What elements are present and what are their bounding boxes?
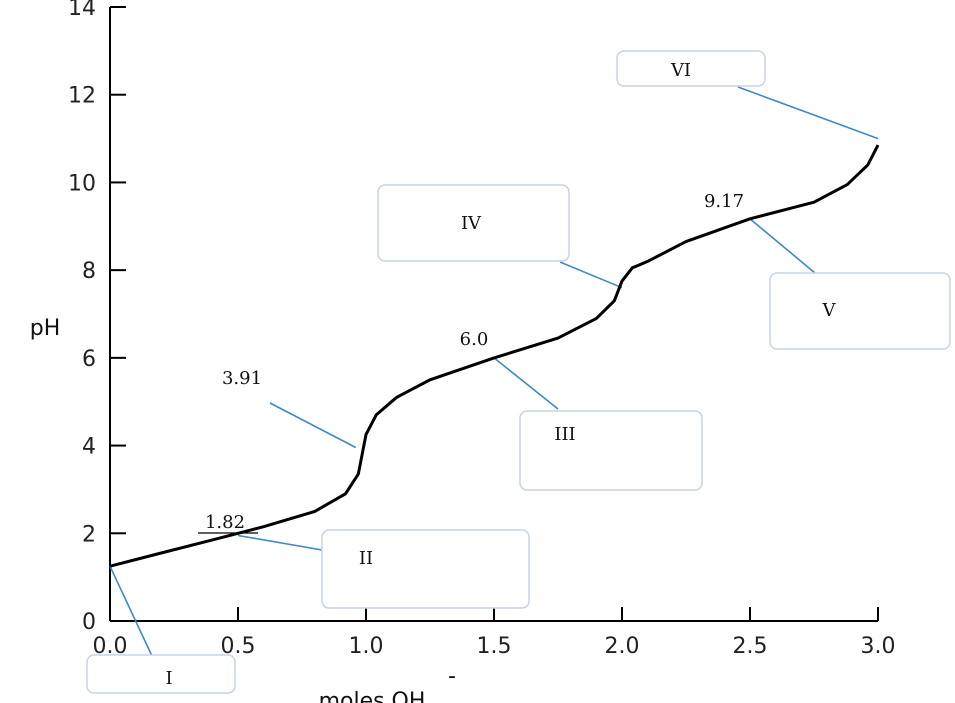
label-box[interactable] [616,50,766,87]
value-annotation: 9.17 [704,191,744,212]
label-box[interactable] [321,529,530,609]
curve-layer [109,144,880,568]
label-box-text: II [359,548,373,569]
label-box[interactable] [519,410,703,491]
x-axis-label-main: moles OH [319,689,426,703]
y-tick-label: 12 [68,84,96,109]
leader-line [559,261,623,289]
label-box[interactable] [86,654,236,694]
label-box[interactable] [769,272,951,350]
annotation-layer: 1.82 3.91 6.0 9.17 [198,191,744,534]
label-box-text: VI [670,60,691,81]
x-tick-label: 2.5 [733,634,768,659]
leader-line [493,357,559,410]
x-axis-label-superscript: - [448,664,456,689]
label-box-text: IV [461,213,482,234]
y-tick-label: 10 [68,171,96,196]
leader-line [269,402,357,449]
y-axis-label: pH [30,316,61,341]
y-tick-label: 6 [82,347,96,372]
leader-line [109,565,153,657]
label-box-text: I [165,668,172,689]
leader-line [237,534,323,551]
x-tick-label: 2.0 [605,634,640,659]
value-annotation: 3.91 [222,368,262,389]
y-tick-label: 8 [82,259,96,284]
leader-lines [109,86,879,657]
y-tick-label: 4 [82,435,96,460]
leader-line [749,218,816,274]
y-tick-label: 14 [68,0,96,21]
x-tick-label: 1.0 [349,634,384,659]
y-tick-label: 2 [82,522,96,547]
y-tick-label: 0 [82,610,96,635]
label-box-text: III [554,424,575,445]
label-box-text: V [822,300,837,321]
titration-curve-line [109,144,880,568]
x-tick-label: 1.5 [477,634,512,659]
x-tick-label: 3.0 [861,634,896,659]
value-annotation: 1.82 [205,512,245,533]
label-box[interactable] [377,184,570,262]
leader-line [737,86,879,140]
axes [109,6,879,622]
x-axis-label: moles OH - [319,664,456,703]
svg-text:moles OH: moles OH [319,689,426,703]
value-annotation: 6.0 [460,329,489,350]
